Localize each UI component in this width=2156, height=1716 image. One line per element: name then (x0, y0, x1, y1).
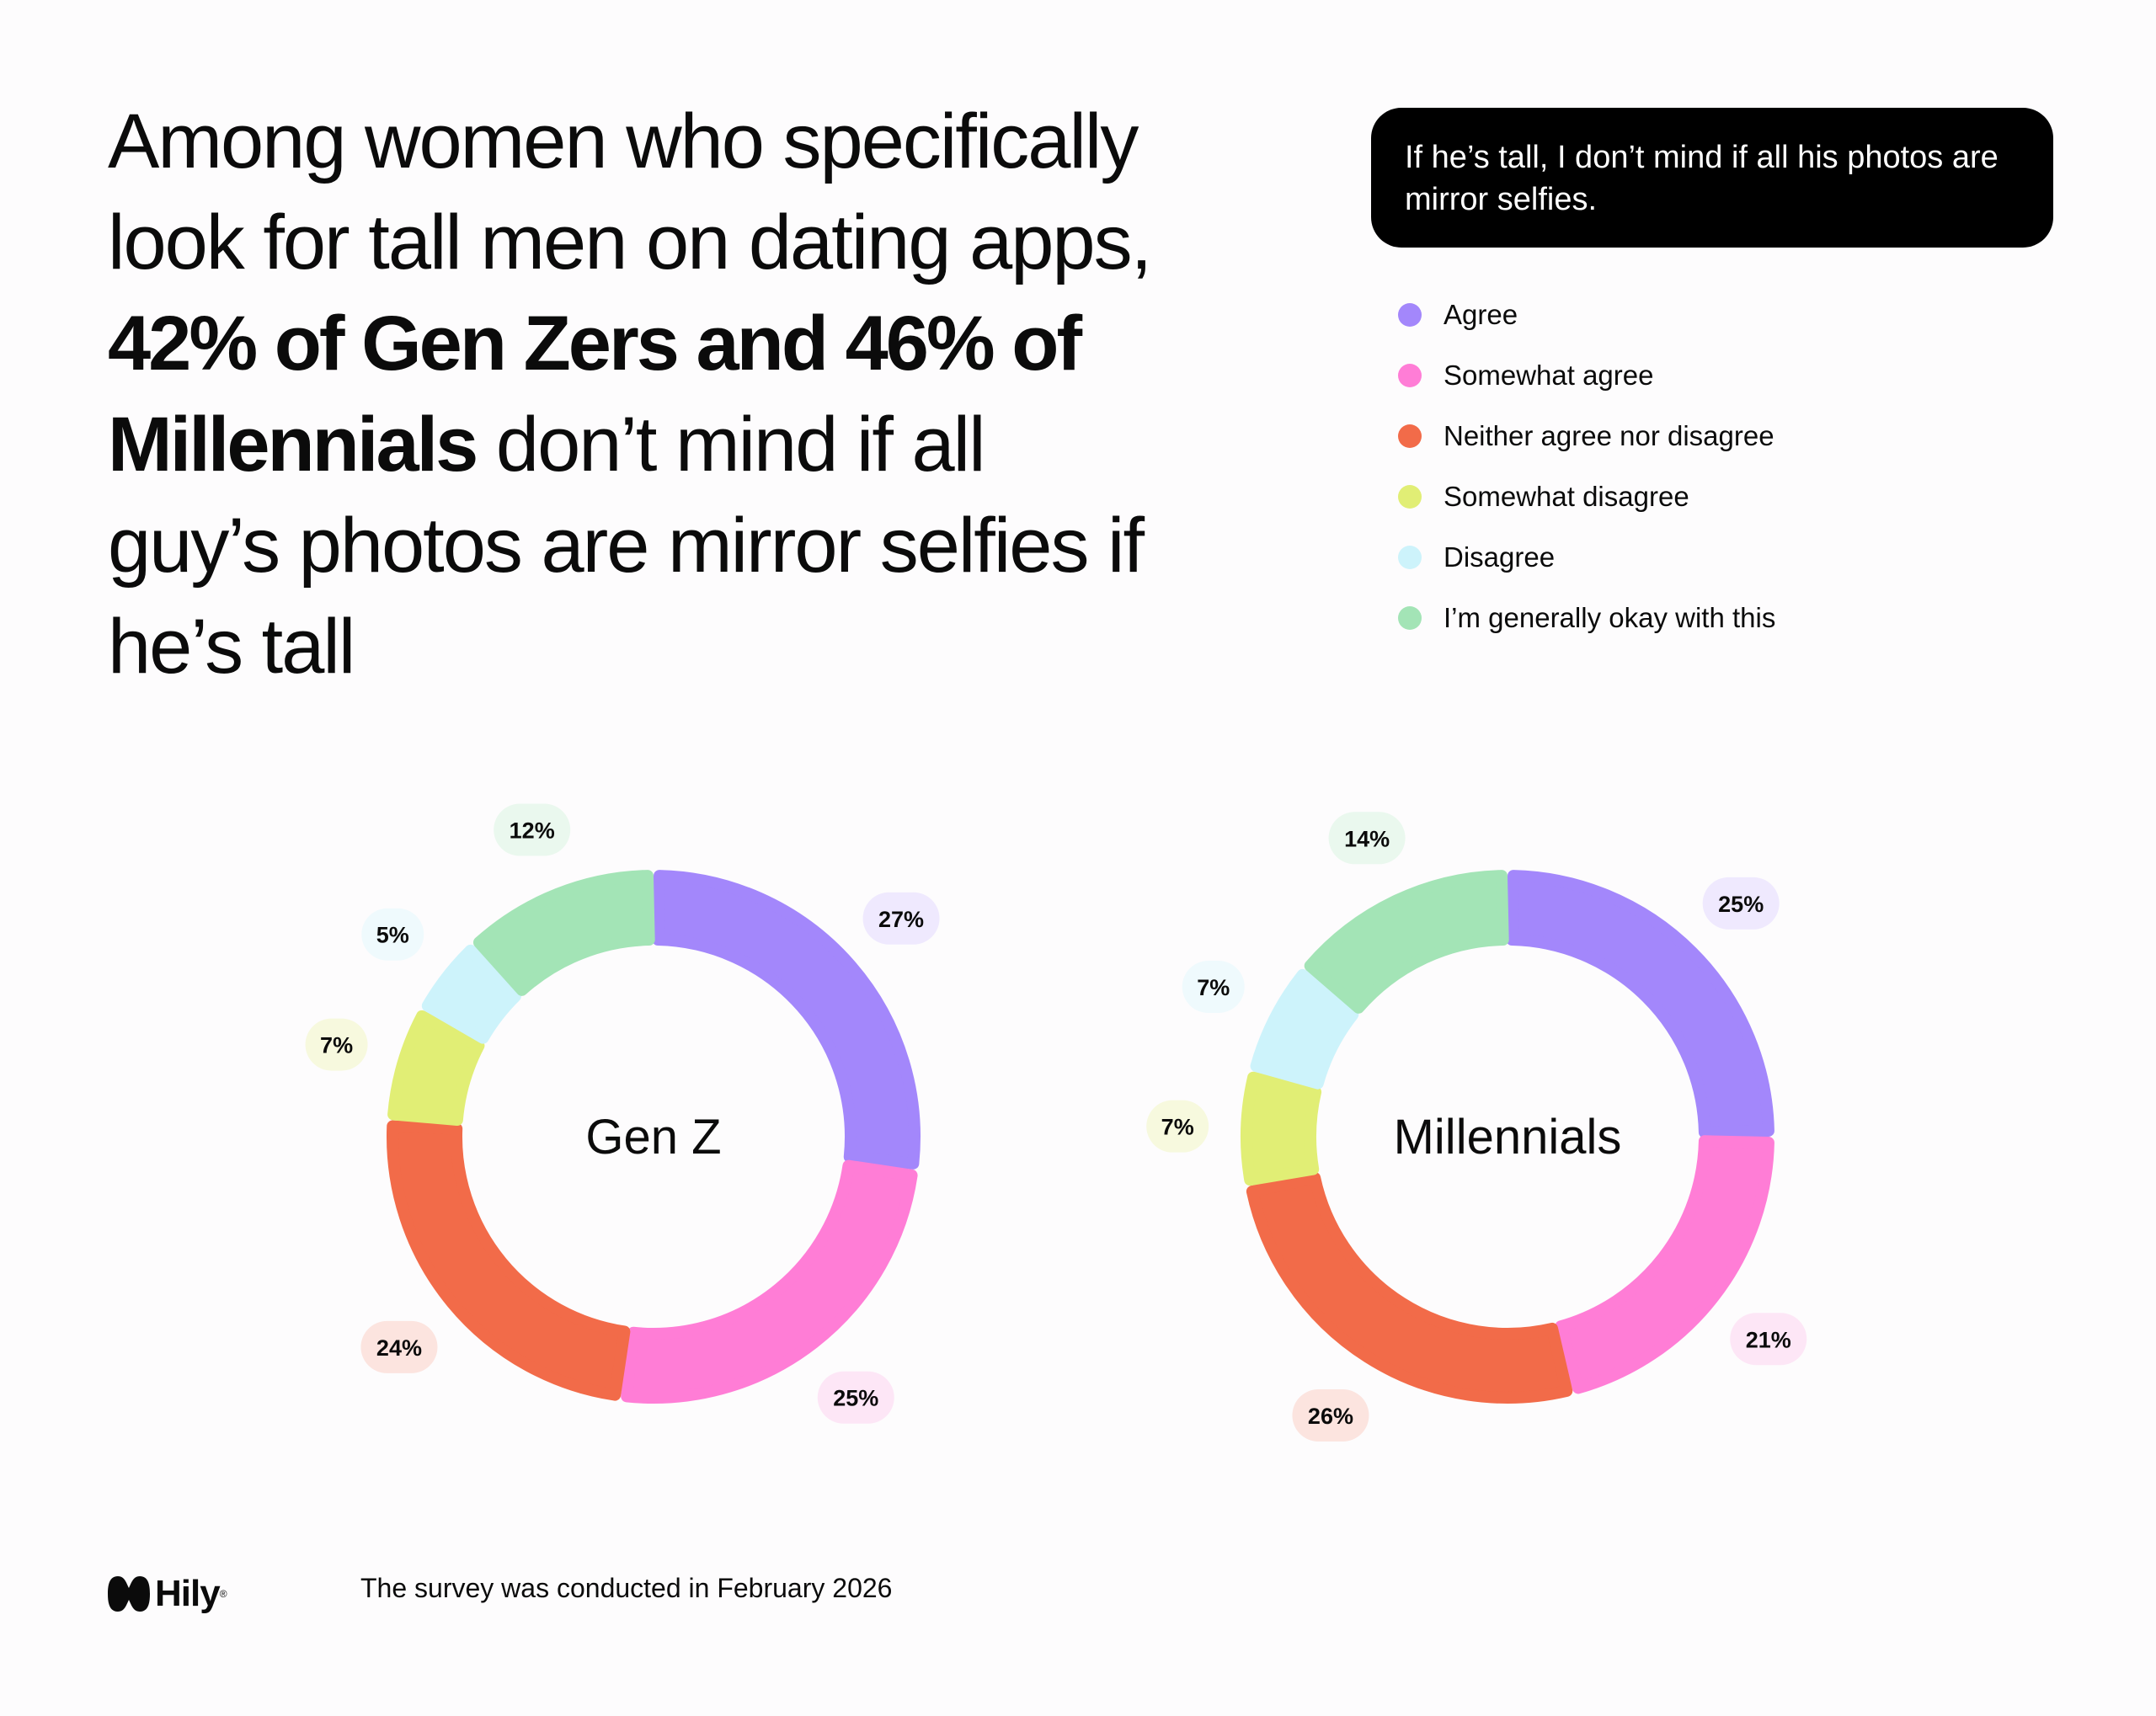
slice-label-pill (1730, 1313, 1807, 1366)
donut-slice (387, 1010, 485, 1127)
slice-label: 7% (1146, 1100, 1209, 1153)
legend-label: Somewhat disagree (1444, 481, 1689, 512)
legend: Agree Somewhat agree Neither agree nor dis… (1398, 285, 1775, 648)
donut-slice (1304, 870, 1509, 1014)
legend-item: Somewhat disagree (1398, 466, 1775, 527)
slice-label: 7% (1182, 961, 1245, 1014)
legend-swatch (1398, 424, 1422, 448)
slice-label: 5% (361, 908, 424, 961)
legend-item: Somewhat agree (1398, 345, 1775, 406)
headline-line-4-rest: don’t mind if all (476, 402, 986, 488)
legend-label: Agree (1444, 299, 1518, 330)
legend-item: Neither agree nor disagree (1398, 406, 1775, 466)
slice-label-text: 14% (1344, 826, 1390, 851)
legend-swatch (1398, 485, 1422, 509)
slice-label: 12% (494, 803, 571, 856)
donut-slice (472, 870, 655, 996)
legend-item: Disagree (1398, 527, 1775, 588)
headline-bold-2: Millennials (108, 402, 478, 488)
slice-label-text: 7% (1161, 1115, 1194, 1140)
slice-label: 26% (1292, 1388, 1369, 1442)
chart-center-title: Millennials (1394, 1110, 1622, 1164)
headline-line-5: guy’s photos are mirror selfies if (108, 503, 1145, 589)
slice-label-pill (360, 1320, 438, 1373)
slice-label-pill (1702, 877, 1780, 930)
survey-note: The survey was conducted in February 202… (360, 1573, 893, 1603)
brand-registered-mark: ® (219, 1588, 227, 1600)
slice-label-pill (862, 892, 940, 945)
slice-label: 25% (1702, 877, 1780, 930)
slice-label-pill (1146, 1100, 1209, 1153)
legend-swatch (1398, 303, 1422, 327)
hily-logo-icon (108, 1576, 150, 1612)
donut-slice (652, 870, 921, 1170)
donut-slice (1241, 1071, 1322, 1186)
hily-logo: Hily ® (108, 1573, 227, 1615)
slice-label-text: 5% (376, 923, 409, 948)
legend-label: Somewhat agree (1444, 360, 1654, 391)
slice-label: 27% (862, 892, 940, 945)
slice-label: 14% (1328, 812, 1406, 865)
slice-label: 24% (360, 1320, 438, 1373)
slice-label-pill (817, 1371, 894, 1424)
donut-slice (421, 944, 521, 1044)
legend-label: Disagree (1444, 541, 1556, 573)
slice-label: 7% (305, 1018, 368, 1071)
headline-bold-1: 42% of Gen Zers and 46% of (108, 301, 1082, 386)
slice-label-pill (361, 908, 424, 961)
legend-item: Agree (1398, 285, 1775, 345)
legend-label: Neither agree nor disagree (1444, 420, 1774, 451)
slice-label: 21% (1730, 1313, 1807, 1366)
donut-charts: 27% 25% 24% 7% 5% 12% Gen Z 25% 21% 26% 7% 7% 14% Mil… (305, 803, 1807, 1442)
brand-name: Hily (155, 1573, 221, 1614)
legend-label: I’m generally okay with this (1444, 602, 1776, 633)
legend-swatch (1398, 546, 1422, 569)
slice-label-text: 25% (833, 1386, 878, 1411)
donut-slice (1246, 1172, 1573, 1404)
legend-item: I’m generally okay with this (1398, 588, 1775, 648)
chart-center-title: Gen Z (585, 1110, 721, 1164)
slice-label-text: 26% (1308, 1404, 1353, 1429)
donut-slice (621, 1159, 918, 1404)
legend-swatch (1398, 364, 1422, 387)
donut-slice (1250, 968, 1359, 1090)
donut-slice (387, 1120, 631, 1401)
slice-label-text: 24% (376, 1335, 422, 1361)
slice-label-text: 7% (1197, 975, 1230, 1000)
headline-line-6: he’s tall (108, 604, 355, 690)
legend-swatch (1398, 606, 1422, 630)
slice-label-pill (494, 803, 571, 856)
slice-label-pill (1328, 812, 1406, 865)
slice-label-text: 21% (1746, 1327, 1791, 1352)
headline-line-2: look for tall men on dating apps, (108, 200, 1152, 285)
slice-label-text: 25% (1718, 892, 1764, 917)
slice-label-pill (305, 1018, 368, 1071)
slice-label-text: 12% (510, 818, 555, 844)
question-callout: If he’s tall, I don’t mind if all his ph… (1371, 108, 2053, 248)
slice-label-text: 27% (878, 907, 924, 932)
slice-label: 25% (817, 1371, 894, 1424)
slice-label-pill (1182, 961, 1245, 1014)
slice-label-text: 7% (320, 1033, 353, 1058)
donut-slice (1506, 870, 1774, 1138)
donut-slice (1555, 1135, 1774, 1394)
slice-label-pill (1292, 1388, 1369, 1442)
headline-line-1: Among women who specifically (108, 99, 1139, 184)
headline: Among women who specifically look for ta… (108, 91, 1329, 697)
